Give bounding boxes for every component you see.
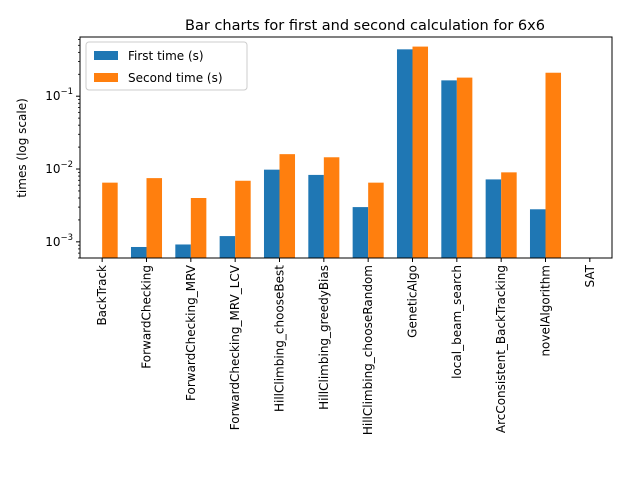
bar-second-6 [368,182,384,258]
x-tick-label-4: HillClimbing_chooseBest [273,265,287,412]
x-tick-label-11: SAT [583,264,597,287]
bar-second-10 [545,72,562,258]
x-tick-label-8: local_beam_search [450,265,464,379]
x-tick-label-0: BackTrack [95,265,109,326]
legend-label-1: Second time (s) [128,71,223,85]
bar-first-3 [219,236,236,258]
x-tick-label-9: ArcConsistent_BackTracking [494,265,508,433]
legend-swatch-0 [94,51,118,60]
bar-first-4 [263,169,280,258]
plot-area-frame [79,36,613,259]
bar-first-7 [396,49,413,258]
legend-box [85,41,248,91]
legend-label-0: First time (s) [128,49,204,63]
bar-second-2 [190,198,207,258]
bar-second-5 [323,157,340,258]
x-tick-label-6: HillClimbing_chooseRandom [361,265,375,435]
x-tick-label-5: HillClimbing_greedyBias [317,265,331,410]
bar-second-9 [501,172,517,258]
bars-group [102,46,562,258]
legend-swatch-1 [94,73,118,82]
bar-second-8 [456,77,473,258]
x-tick-label-1: ForwardChecking [140,265,154,369]
x-tick-label-2: ForwardChecking_MRV [184,264,198,401]
bar-first-9 [485,179,502,258]
bar-first-5 [308,174,324,258]
bar-first-2 [175,244,191,258]
x-axis: BackTrack ForwardChecking ForwardChecking_… [95,258,597,435]
bar-second-7 [412,46,429,258]
x-tick-label-7: GeneticAlgo [406,265,420,338]
bar-first-10 [529,209,546,258]
x-tick-label-3: ForwardChecking_MRV_LCV [228,264,242,430]
chart-title: Bar charts for first and second calculat… [185,18,545,34]
bar-second-3 [235,180,251,258]
bar-first-8 [441,80,457,258]
bar-first-1 [130,246,147,258]
legend: First time (s) Second time (s) [85,41,248,91]
bar-second-1 [146,178,163,258]
x-tick-label-10: novelAlgorithm [539,265,553,357]
bar-first-6 [352,207,369,258]
y-axis-label: times (log scale) [15,98,29,198]
bar-second-0 [102,182,118,258]
bar-second-4 [279,154,296,258]
